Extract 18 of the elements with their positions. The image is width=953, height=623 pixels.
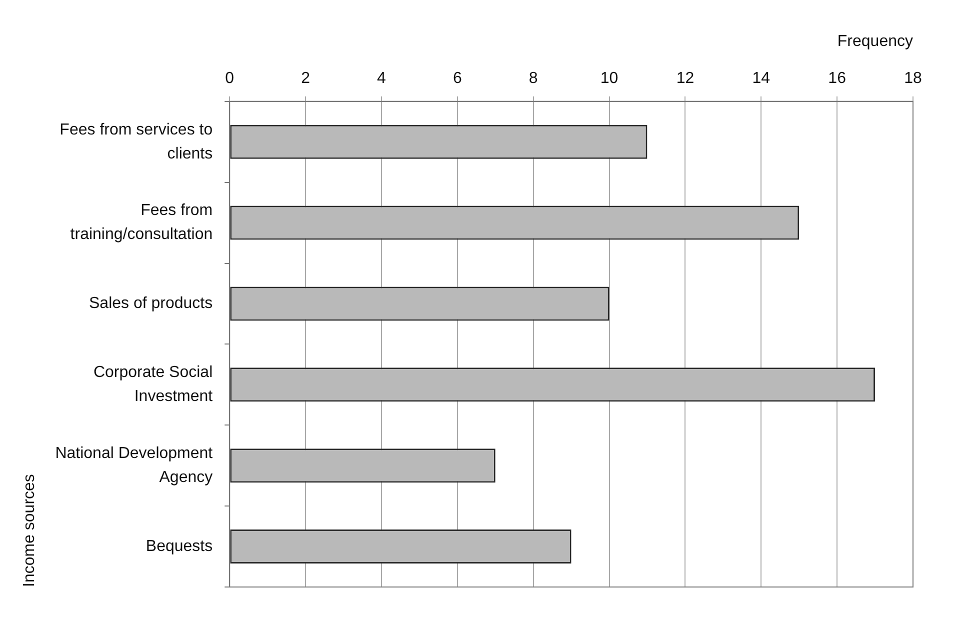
y-tick-label: Corporate Social Investment <box>93 364 214 406</box>
y-tick-label: Fees from services to clients <box>60 121 213 162</box>
y-axis-title: Income sources <box>21 474 38 587</box>
x-axis-title: Frequency <box>837 33 913 50</box>
y-tick-label: Fees from training/consultation <box>70 202 213 244</box>
x-tick-label: 0 <box>225 70 234 88</box>
x-tick-label: 14 <box>752 70 770 88</box>
x-tick-label: 12 <box>676 70 694 88</box>
x-tick-label: 4 <box>377 70 386 88</box>
x-tick-label: 6 <box>452 70 462 88</box>
x-tick-label: 18 <box>904 70 922 88</box>
x-tick-label: 10 <box>600 70 618 88</box>
y-tick-label: Sales of products <box>88 295 213 312</box>
y-tick-label: Bequests <box>146 538 213 555</box>
x-tick-label: 8 <box>528 70 538 88</box>
x-tick-label: 2 <box>301 70 310 88</box>
y-tick-label: National Development Agency <box>55 445 214 486</box>
x-tick-label: 16 <box>828 70 846 88</box>
